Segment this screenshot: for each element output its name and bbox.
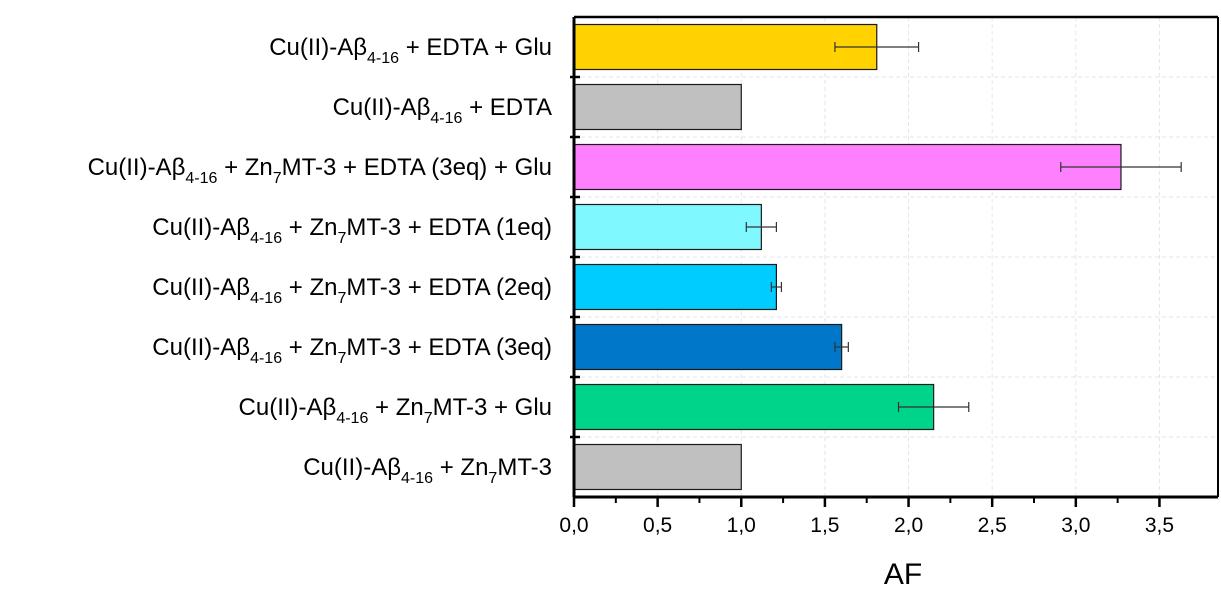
- x-tick-label: 2,5: [978, 514, 1007, 537]
- x-tick-label: 3,5: [1145, 514, 1174, 537]
- bar: [573, 263, 777, 311]
- y-axis: Cu(II)-Aβ4-16 + Zn7MT-3 Cu(II)-Aβ4-16 + Z…: [88, 34, 580, 487]
- bar: [573, 323, 843, 371]
- category-label: Cu(II)-Aβ4-16 + Zn7MT-3 + EDTA (1eq): [152, 214, 552, 247]
- x-axis: 0,0 0,5 1,0 1,5 2,0 2,5 3,0 3,5: [559, 497, 1174, 537]
- grid-lines: [574, 17, 1218, 497]
- x-tick-label: 0,5: [643, 514, 672, 537]
- x-tick-label: 2,0: [894, 514, 923, 537]
- x-tick-label: 3,0: [1061, 514, 1090, 537]
- bar: [573, 23, 878, 71]
- category-label: Cu(II)-Aβ4-16 + Zn7MT-3 + Glu: [239, 394, 552, 427]
- category-label: Cu(II)-Aβ4-16 + Zn7MT-3 + EDTA (3eq) + G…: [88, 154, 552, 187]
- bar: [573, 143, 1122, 191]
- category-label: Cu(II)-Aβ4-16 + Zn7MT-3: [303, 454, 552, 487]
- category-label: Cu(II)-Aβ4-16 + Zn7MT-3 + EDTA (3eq): [152, 334, 552, 367]
- category-label: Cu(II)-Aβ4-16 + EDTA: [333, 94, 552, 127]
- x-tick-label: 1,5: [810, 514, 839, 537]
- bar: [573, 443, 742, 491]
- category-label: Cu(II)-Aβ4-16 + Zn7MT-3 + EDTA (2eq): [152, 274, 552, 307]
- x-tick-label: 1,0: [727, 514, 756, 537]
- bars: [573, 23, 1182, 491]
- bar: [573, 203, 762, 251]
- x-tick-label: 0,0: [559, 514, 588, 537]
- x-axis-title: AF: [884, 558, 922, 591]
- bar: [573, 83, 742, 131]
- bar: [573, 383, 935, 431]
- category-label: Cu(II)-Aβ4-16 + EDTA + Glu: [269, 34, 552, 67]
